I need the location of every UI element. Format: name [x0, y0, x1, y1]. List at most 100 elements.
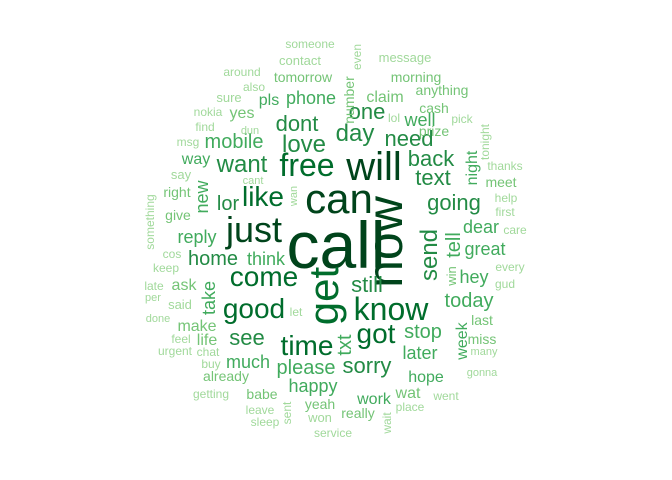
word-done: done — [146, 313, 170, 325]
word-time: time — [281, 330, 334, 361]
word-like: like — [242, 181, 284, 212]
word-urgent: urgent — [158, 344, 193, 358]
word-lor: lor — [217, 193, 240, 215]
word-prize: prize — [419, 123, 450, 139]
word-work: work — [356, 391, 392, 408]
word-something: something — [143, 194, 157, 249]
word-back: back — [408, 146, 455, 171]
word-phone: phone — [286, 88, 336, 108]
word-buy: buy — [201, 357, 220, 371]
word-babe: babe — [246, 386, 277, 402]
word-give: give — [165, 207, 191, 223]
word-yes: yes — [230, 105, 255, 122]
word-sorry: sorry — [343, 353, 392, 378]
word-think: think — [247, 249, 286, 269]
word-pick: pick — [451, 112, 473, 126]
word-thanks: thanks — [487, 159, 522, 173]
word-yeah: yeah — [305, 396, 335, 412]
word-got: got — [357, 318, 396, 349]
word-one: one — [349, 99, 386, 124]
word-let: let — [290, 305, 303, 319]
word-still: still — [351, 272, 383, 297]
word-call: call — [286, 208, 385, 282]
word-way: way — [181, 151, 210, 168]
word-right: right — [163, 184, 190, 200]
word-hope: hope — [408, 369, 444, 386]
word-get: get — [300, 266, 347, 325]
word-first: first — [495, 205, 515, 219]
word-ask: ask — [172, 277, 198, 294]
word-around: around — [223, 65, 260, 79]
word-place: place — [396, 400, 425, 414]
word-later: later — [402, 343, 437, 363]
word-help: help — [495, 191, 518, 205]
word-cant: cant — [243, 175, 264, 187]
word-sent: sent — [280, 401, 294, 424]
word-meet: meet — [485, 174, 516, 190]
word-msg: msg — [177, 135, 200, 149]
word-free: free — [279, 147, 334, 183]
word-love: love — [282, 131, 326, 158]
word-day: day — [336, 120, 375, 147]
word-chat: chat — [197, 345, 220, 359]
word-tell: tell — [443, 232, 465, 258]
word-wan: wan — [288, 186, 300, 207]
word-well: well — [403, 110, 435, 130]
word-night: night — [464, 150, 481, 185]
word-good: good — [223, 293, 285, 324]
word-keep: keep — [153, 261, 179, 275]
word-win: win — [444, 266, 459, 287]
word-tomorrow: tomorrow — [274, 69, 333, 85]
word-want: want — [216, 151, 268, 178]
word-also: also — [243, 80, 265, 94]
word-hey: hey — [459, 267, 488, 287]
word-every: every — [495, 260, 524, 274]
word-already: already — [203, 368, 249, 384]
word-will: will — [345, 145, 402, 189]
word-feel: feel — [171, 332, 190, 346]
word-find: find — [195, 120, 214, 134]
word-anything: anything — [416, 82, 469, 98]
word-tonight: tonight — [478, 123, 492, 160]
word-getting: getting — [193, 387, 229, 401]
word-text: text — [415, 165, 450, 190]
word-going: going — [427, 190, 481, 215]
word-dear: dear — [463, 217, 499, 237]
word-cash: cash — [419, 100, 449, 116]
word-today: today — [445, 290, 494, 312]
word-number: number — [341, 76, 357, 124]
word-can: can — [305, 175, 373, 222]
word-won: won — [307, 410, 332, 425]
word-said: said — [168, 297, 192, 312]
word-last: last — [471, 312, 493, 328]
word-really: really — [341, 405, 374, 421]
word-send: send — [416, 229, 443, 281]
word-now: now — [357, 195, 413, 288]
word-know: know — [354, 291, 430, 327]
word-see: see — [229, 325, 264, 350]
word-late: late — [144, 279, 164, 293]
word-many: many — [471, 346, 498, 358]
word-life: life — [197, 332, 218, 349]
word-lol: lol — [388, 111, 400, 125]
word-morning: morning — [391, 69, 442, 85]
word-claim: claim — [366, 89, 403, 106]
word-gud: gud — [495, 277, 515, 291]
word-contact: contact — [279, 53, 321, 68]
word-sleep: sleep — [251, 415, 280, 429]
word-someone: someone — [285, 37, 335, 51]
word-gonna: gonna — [467, 367, 498, 379]
word-went: went — [432, 389, 459, 403]
word-even: even — [350, 44, 364, 70]
word-nokia: nokia — [194, 105, 223, 119]
word-service: service — [314, 426, 352, 440]
word-say: say — [171, 167, 192, 182]
word-pls: pls — [259, 92, 279, 109]
word-make: make — [177, 318, 216, 335]
word-happy: happy — [288, 376, 337, 396]
word-txt: txt — [334, 334, 356, 356]
word-take: take — [199, 281, 219, 315]
word-wat: wat — [395, 385, 421, 402]
word-miss: miss — [468, 331, 497, 347]
